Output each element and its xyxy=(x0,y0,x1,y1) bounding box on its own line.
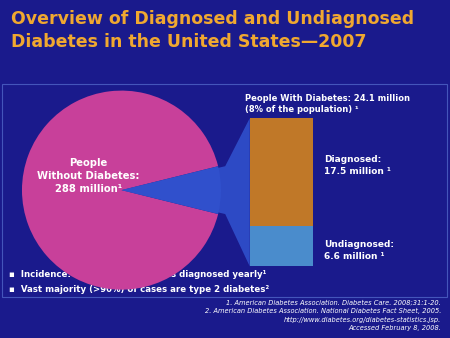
Text: ▪  Incidence: ~1 million new cases diagnosed yearly¹: ▪ Incidence: ~1 million new cases diagno… xyxy=(9,270,266,279)
Bar xyxy=(250,226,313,266)
Text: People
Without Diabetes:
288 million¹: People Without Diabetes: 288 million¹ xyxy=(37,158,140,194)
Polygon shape xyxy=(122,118,250,266)
Bar xyxy=(250,118,313,226)
Text: ▪  Vast majority (>90%) of cases are type 2 diabetes²: ▪ Vast majority (>90%) of cases are type… xyxy=(9,285,269,294)
Text: 1. American Diabetes Association. Diabetes Care. 2008;31:1-20.
2. American Diabe: 1. American Diabetes Association. Diabet… xyxy=(205,300,441,331)
Text: Overview of Diagnosed and Undiagnosed
Diabetes in the United States—2007: Overview of Diagnosed and Undiagnosed Di… xyxy=(11,10,414,51)
Text: People With Diabetes: 24.1 million
(8% of the population) ¹: People With Diabetes: 24.1 million (8% o… xyxy=(245,94,410,114)
Wedge shape xyxy=(22,91,218,290)
Text: Undiagnosed:
6.6 million ¹: Undiagnosed: 6.6 million ¹ xyxy=(324,240,394,261)
Wedge shape xyxy=(122,166,221,214)
Text: Diagnosed:
17.5 million ¹: Diagnosed: 17.5 million ¹ xyxy=(324,155,391,176)
